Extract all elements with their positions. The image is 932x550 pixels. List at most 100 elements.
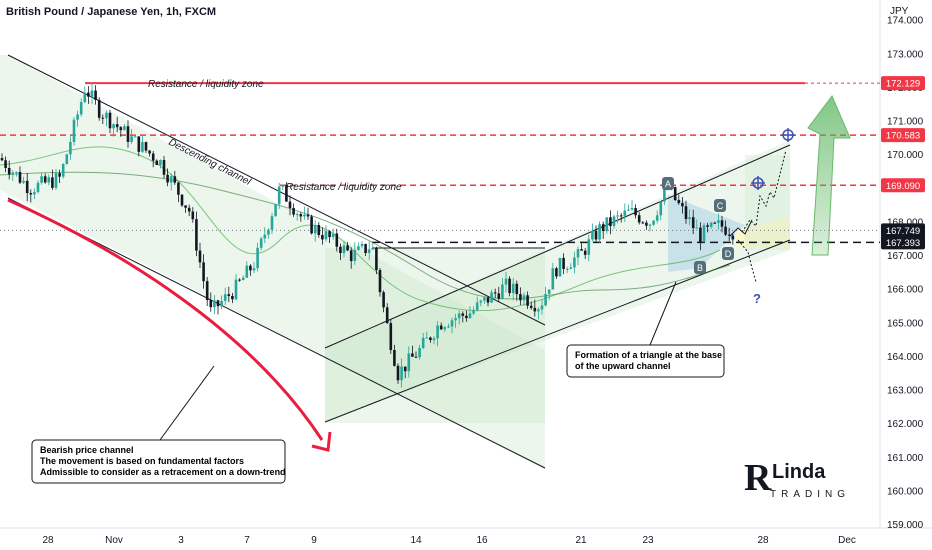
candle-body [691, 217, 695, 229]
candle-body [11, 172, 15, 175]
candle-body [97, 99, 101, 118]
time-axis-ticks: 28 Nov 3 7 9 14 16 21 23 28 Dec [42, 535, 855, 546]
candle-body [223, 294, 227, 301]
candle-body [18, 171, 22, 183]
candle-body [533, 307, 537, 312]
level-tag-label: 167.393 [886, 238, 920, 249]
candle-body [317, 225, 321, 236]
chart-title: British Pound / Japanese Yen, 1h, FXCM [6, 6, 216, 18]
candle-body [274, 204, 277, 217]
candle-body [544, 293, 547, 306]
candle-body [375, 247, 378, 271]
candle-body [493, 292, 497, 294]
candle-body [245, 265, 249, 278]
candle-body [141, 142, 144, 152]
candle-body [547, 289, 551, 294]
price-tick-label: 162.000 [887, 419, 924, 430]
candle-body [702, 225, 706, 243]
time-tick-label: 3 [178, 535, 184, 546]
bearish-curve-arrow [7, 198, 324, 441]
candle-body [429, 337, 432, 341]
candle-body [115, 124, 119, 128]
candle-body [562, 257, 565, 270]
candle-body [699, 227, 702, 243]
candle-body [180, 194, 184, 206]
time-tick-label: 9 [311, 535, 317, 546]
price-tick-label: 171.000 [887, 117, 924, 128]
price-tick-label: 168.000 [887, 217, 924, 228]
candle-body [634, 208, 637, 216]
candle-body [483, 297, 486, 301]
time-tick-label: 16 [476, 535, 488, 546]
triangle-note-box [566, 344, 725, 378]
time-tick-label: 7 [244, 535, 250, 546]
candle-body [295, 214, 299, 216]
candle-body [465, 315, 468, 319]
candle-body [396, 365, 400, 381]
target-icon-lower [751, 176, 765, 190]
candle-body [79, 102, 83, 115]
candle-body [612, 216, 616, 226]
resistance-label-mid: Resistance / liquidity zone [286, 182, 402, 193]
candle-body [83, 92, 87, 103]
candle-body [457, 313, 461, 319]
candle-body [594, 231, 598, 240]
logo-sub: TRADING [770, 489, 850, 500]
candle-body [443, 327, 447, 330]
candle-body [324, 231, 328, 240]
candle-body [490, 292, 493, 303]
bearish-note-line-1: Bearish price channel [40, 445, 134, 455]
candle-body [475, 302, 479, 311]
candle-body [681, 203, 684, 207]
candle-body [151, 153, 155, 161]
candle-body [414, 356, 418, 358]
candle-body [630, 208, 634, 210]
level-tag-bg [881, 235, 925, 250]
candle-body [259, 238, 263, 248]
candle-body [36, 182, 40, 193]
candle-body [616, 215, 619, 217]
candle-body [191, 211, 195, 220]
candle-body [339, 246, 342, 254]
candle-body [583, 250, 587, 255]
candle-body [713, 222, 717, 224]
candle-body [389, 323, 393, 351]
candle-body [508, 278, 511, 294]
time-tick-label: Nov [105, 535, 123, 546]
candle-body [432, 338, 436, 341]
time-tick-label: 21 [575, 535, 587, 546]
price-tick-label: 167.000 [887, 251, 924, 262]
level-tag-bg [881, 76, 925, 91]
price-tick-label: 161.000 [887, 453, 924, 464]
logo-r-glyph: R [744, 457, 772, 499]
candle-body [101, 117, 105, 119]
candle-body [184, 205, 187, 208]
candle-body [382, 292, 385, 308]
bearish-note-line-2: The movement is based on fundamental fac… [40, 456, 244, 466]
candle-body [342, 245, 346, 254]
price-tick-label: 174.000 [887, 16, 924, 27]
candle-body [580, 249, 583, 251]
candle-body [673, 187, 677, 201]
candle-body [393, 350, 396, 366]
logo-main: Linda [772, 461, 826, 483]
price-axis-ticks: 174.000173.000172.000171.000170.000169.0… [887, 16, 924, 531]
candle-body [0, 158, 4, 161]
candle-body [515, 283, 519, 295]
candle-body [486, 297, 490, 303]
candle-body [65, 154, 69, 165]
triangle-note-line-2: of the upward channel [575, 361, 671, 371]
time-tick-label: 28 [757, 535, 769, 546]
candle-body [551, 268, 555, 290]
candle-body [51, 177, 54, 188]
candle-body [29, 193, 33, 195]
candle-body [346, 245, 349, 251]
candle-body [123, 126, 126, 131]
candle-body [655, 215, 659, 221]
candle-body [425, 337, 429, 339]
candle-body [378, 270, 382, 293]
candle-body [310, 216, 313, 234]
candle-body [202, 262, 205, 282]
point-c: C [714, 199, 726, 212]
candle-body [198, 250, 202, 263]
